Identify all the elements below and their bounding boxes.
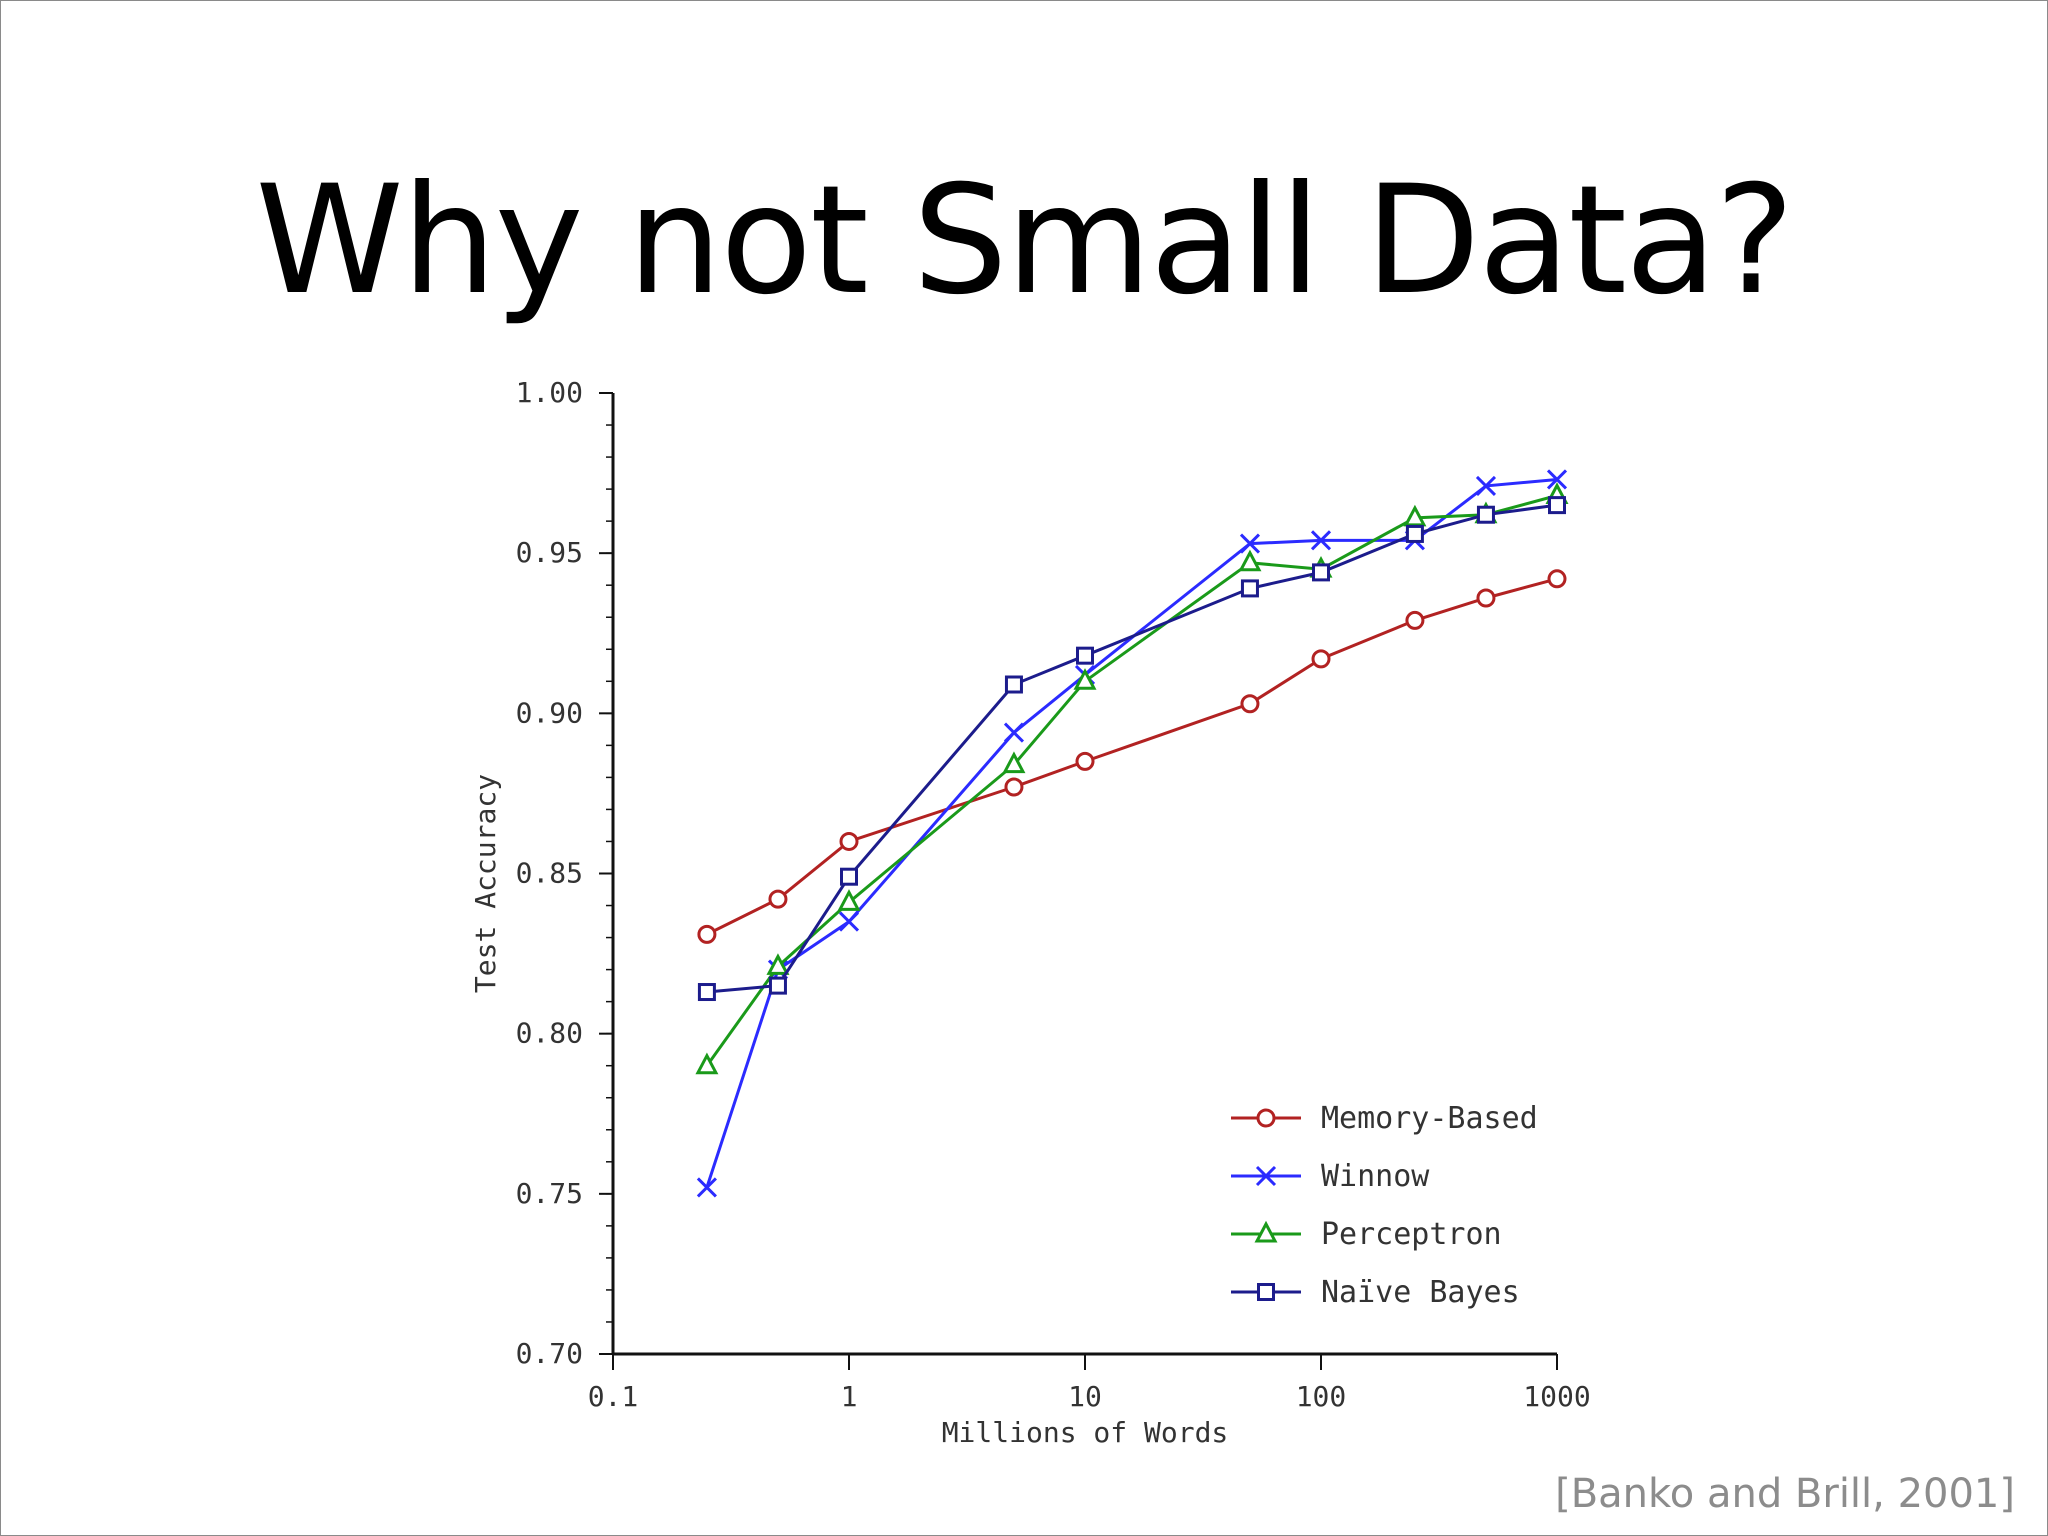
chart-axes: 0.70 0.75 0.80 0.85 0.90 0.95 1.00 0.1 1 10 100 100… [469,376,1591,1449]
data-point [768,889,788,909]
data-point [1073,668,1097,690]
data-point [1240,694,1260,714]
data-point [1076,646,1094,665]
x-tick-label: 1 [841,1380,858,1413]
y-tick-label: 0.70 [516,1337,583,1370]
legend-marker [1257,1283,1275,1301]
data-point [1312,563,1330,582]
y-tick-label: 0.95 [516,536,583,569]
data-point [1403,504,1427,527]
series-memory-based [697,569,1567,944]
y-tick-label: 0.80 [516,1017,583,1050]
data-point [766,953,790,975]
legend-marker [1255,1165,1277,1187]
x-tick-label: 10 [1068,1380,1102,1413]
legend-label: Naïve Bayes [1321,1275,1520,1310]
data-point [697,924,717,944]
y-tick-label: 0.75 [516,1177,583,1210]
data-point [1004,777,1024,797]
legend-label: Perceptron [1321,1217,1502,1252]
data-point [840,867,858,886]
series-line [706,503,1558,994]
series-winnow [696,469,1568,1198]
marker-stroke [696,1177,717,1198]
data-point [1003,722,1025,743]
series-line [706,577,1558,936]
series-perceptron [695,482,1569,1075]
data-point [1546,469,1568,490]
legend-marker [1256,1108,1276,1128]
data-point [1547,569,1567,589]
legend-label: Memory-Based [1321,1101,1538,1136]
data-point [1311,649,1331,669]
data-point [1405,610,1425,630]
marker-stroke [1003,722,1025,743]
marker-stroke [838,911,860,932]
legend-item: Perceptron [1231,1217,1502,1252]
slide-title: Why not Small Data? [255,154,1794,328]
data-point [838,911,860,932]
x-axis-title: Millions of Words [942,1416,1229,1449]
data-point [695,1052,719,1075]
chart-legend: Memory-Based Winnow Perceptron Naïve Bayes [1231,1101,1538,1310]
data-point [839,831,859,851]
data-point [1405,524,1424,543]
series-line [705,494,1558,1067]
data-point [1476,505,1495,524]
x-tick-label: 0.1 [588,1380,639,1413]
data-point [1475,475,1497,496]
marker-stroke [1546,469,1568,490]
data-point [1548,496,1566,515]
y-axis-title: Test Accuracy [469,774,502,993]
data-point [837,889,861,911]
x-tick-label: 1000 [1523,1380,1590,1413]
data-point [1310,530,1332,551]
y-tick-label: 0.85 [516,857,583,890]
series-na-ve-bayes [697,496,1566,1002]
citation: [Banko and Brill, 2001] [1555,1471,2015,1517]
data-point [768,976,787,995]
legend-label: Winnow [1321,1159,1430,1194]
marker-stroke [1239,533,1261,554]
x-tick-label: 100 [1296,1380,1347,1413]
data-point [696,1177,717,1198]
data-point [1004,675,1023,694]
y-tick-label: 0.90 [516,696,583,729]
data-point [1239,533,1261,554]
marker-stroke [1475,475,1497,496]
data-point [1002,751,1026,774]
series-line [705,478,1558,1188]
legend-item: Memory-Based [1231,1101,1538,1136]
y-tick-label: 1.00 [516,376,583,409]
data-point [697,983,716,1002]
data-point [1240,579,1259,598]
marker-stroke [1255,1165,1277,1187]
data-point [1075,751,1095,771]
marker-stroke [1310,530,1332,551]
legend-item: Naïve Bayes [1231,1275,1520,1310]
chart-series [695,469,1569,1198]
legend-item: Winnow [1231,1159,1430,1194]
legend-marker [1254,1220,1278,1243]
data-point [1476,588,1496,608]
data-point [1238,549,1262,572]
